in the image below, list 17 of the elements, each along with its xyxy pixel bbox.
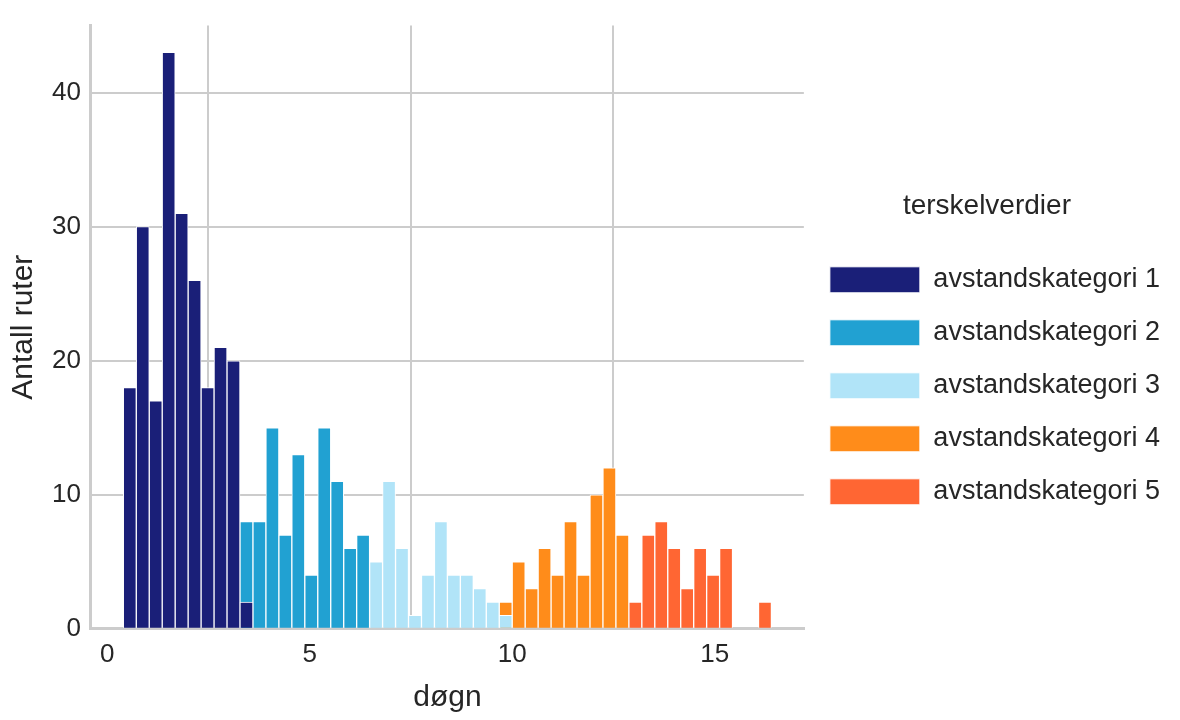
y-tick-label: 20 bbox=[52, 343, 81, 374]
legend-label: avstandskategori 3 bbox=[933, 369, 1160, 400]
legend-title: terskelverdier bbox=[902, 189, 1071, 221]
y-tick-label: 30 bbox=[52, 209, 81, 240]
legend-label: avstandskategori 5 bbox=[933, 475, 1160, 506]
legend-label: avstandskategori 4 bbox=[933, 422, 1160, 453]
x-tick-label: 0 bbox=[99, 637, 115, 668]
x-axis-title: døgn bbox=[413, 679, 482, 713]
legend-label: avstandskategori 2 bbox=[933, 316, 1160, 347]
legend-label: avstandskategori 1 bbox=[933, 263, 1160, 294]
y-tick-label: 0 bbox=[66, 611, 81, 642]
y-tick-label: 40 bbox=[52, 75, 81, 106]
y-tick-label: 10 bbox=[52, 477, 81, 508]
y-axis-title: Antall ruter bbox=[5, 254, 39, 400]
x-tick-label: 10 bbox=[497, 637, 527, 668]
x-tick-label: 15 bbox=[700, 637, 730, 668]
x-tick-label: 5 bbox=[302, 637, 317, 668]
